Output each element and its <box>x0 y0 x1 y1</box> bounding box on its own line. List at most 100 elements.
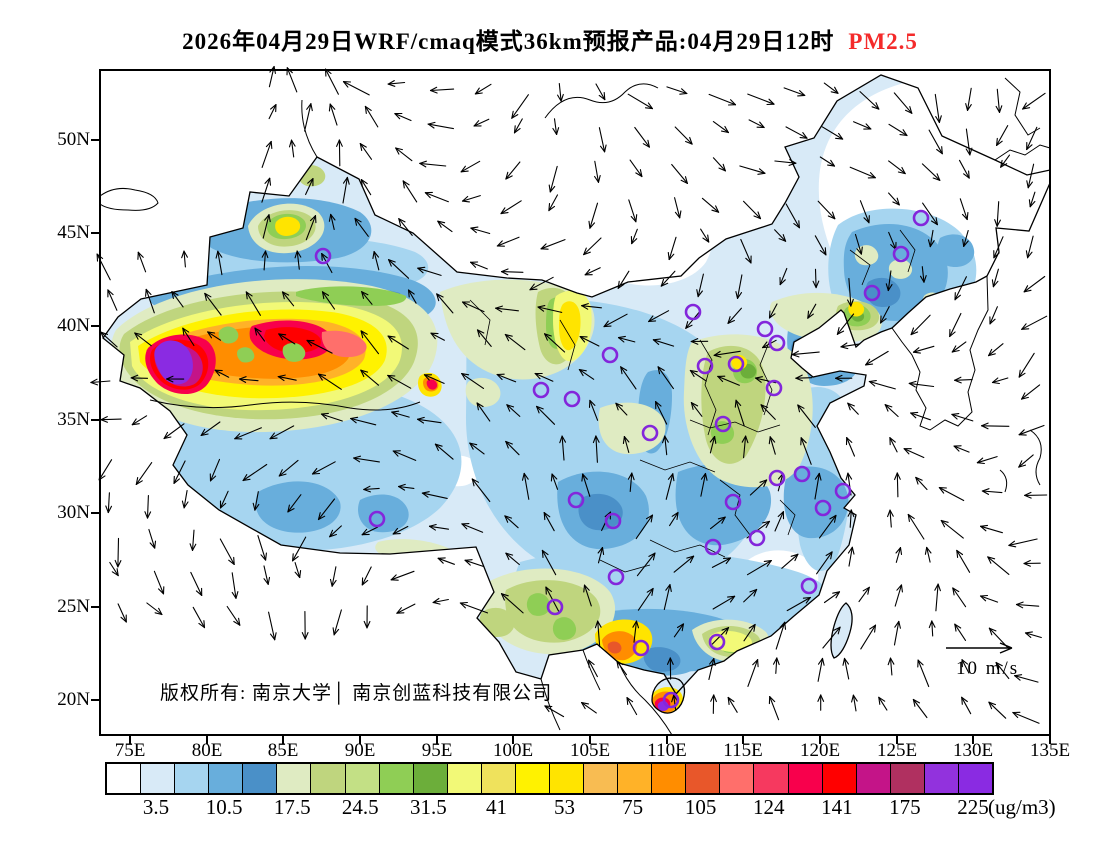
colorbar-segment <box>958 764 993 793</box>
colorbar-segment <box>209 764 244 793</box>
station-marker <box>768 334 786 352</box>
station-marker <box>684 303 702 321</box>
station-marker <box>662 691 680 709</box>
station-marker <box>368 510 386 528</box>
colorbar-segment <box>481 764 516 793</box>
station-marker <box>834 482 852 500</box>
station-marker <box>748 529 766 547</box>
lat-tick-label: 20N <box>57 689 90 710</box>
colorbar-segment <box>924 764 959 793</box>
colorbar-segment <box>788 764 823 793</box>
station-marker <box>567 491 585 509</box>
station-marker <box>314 247 332 265</box>
colorbar-segment <box>686 764 721 793</box>
colorbar-level-label: 24.5 <box>341 795 379 819</box>
station-marker <box>814 499 832 517</box>
colorbar-segment <box>447 764 482 793</box>
station-marker <box>696 357 714 375</box>
colorbar-segment <box>243 764 278 793</box>
lon-tick-label: 125E <box>876 740 918 761</box>
colorbar-segment <box>141 764 176 793</box>
colorbar-segment <box>652 764 687 793</box>
colorbar-level-label: 10.5 <box>205 795 243 819</box>
colorbar-segment <box>822 764 857 793</box>
station-marker <box>756 320 774 338</box>
colorbar-segment <box>379 764 414 793</box>
station-marker <box>912 209 930 227</box>
colorbar-segment <box>754 764 789 793</box>
station-marker <box>793 465 811 483</box>
lat-tick-label: 45N <box>57 222 90 243</box>
lon-tick-label: 80E <box>191 740 223 761</box>
colorbar-segment <box>175 764 210 793</box>
station-marker <box>724 493 742 511</box>
station-marker <box>892 245 910 263</box>
colorbar-level-label: 17.5 <box>273 795 311 819</box>
colorbar-segment <box>890 764 925 793</box>
colorbar-segment <box>277 764 312 793</box>
colorbar-segment <box>515 764 551 793</box>
colorbar-level-label: 3.5 <box>142 795 170 819</box>
station-marker <box>704 538 722 556</box>
lon-tick-label: 110E <box>647 740 687 761</box>
station-marker <box>727 355 745 373</box>
lat-tick-label: 35N <box>57 409 90 430</box>
copyright-text: 版权所有: 南京大学│ 南京创蓝科技有限公司 <box>160 683 553 704</box>
station-marker <box>641 424 659 442</box>
colorbar-level-label: 124 <box>753 795 785 819</box>
lat-tick-label: 25N <box>57 596 90 617</box>
lon-tick-label: 100E <box>492 740 534 761</box>
station-marker <box>765 379 783 397</box>
station-marker <box>708 633 726 651</box>
station-marker <box>714 415 732 433</box>
station-marker <box>632 639 650 657</box>
colorbar-level-label: 53 <box>554 795 576 819</box>
colorbar-level-label: 75 <box>622 795 644 819</box>
lon-tick-label: 115E <box>723 740 763 761</box>
lon-tick-label: 120E <box>799 740 841 761</box>
lon-tick-label: 85E <box>267 740 299 761</box>
lon-tick-label: 130E <box>952 740 994 761</box>
colorbar-level-label: 41 <box>485 795 507 819</box>
station-marker <box>601 346 619 364</box>
lon-tick-label: 95E <box>421 740 453 761</box>
lat-tick-label: 40N <box>57 315 90 336</box>
wind-scale-label: 10 m/s <box>956 658 1020 679</box>
colorbar-segment <box>107 764 142 793</box>
station-marker <box>607 568 625 586</box>
colorbar-segment <box>856 764 891 793</box>
lon-tick-label: 90E <box>344 740 376 761</box>
station-marker <box>532 381 550 399</box>
station-marker <box>768 469 786 487</box>
lat-tick-label: 30N <box>57 502 90 523</box>
title-main: 2026年04月29日WRF/cmaq模式36km预报产品:04月29日12时 <box>182 29 835 54</box>
colorbar-level-label: 175 <box>889 795 921 819</box>
colorbar-segment <box>345 764 380 793</box>
station-marker <box>563 390 581 408</box>
station-marker <box>604 512 622 530</box>
wind-scale-arrow <box>946 642 1013 654</box>
station-marker <box>863 284 881 302</box>
station-marker <box>546 598 564 616</box>
colorbar-segment <box>311 764 346 793</box>
colorbar-segment <box>584 764 619 793</box>
colorbar-level-label: 105 <box>684 795 717 819</box>
colorbar-level-label: 31.5 <box>409 795 447 819</box>
station-marker <box>800 577 818 595</box>
colorbar-segment <box>618 764 653 793</box>
lon-tick-label: 105E <box>569 740 611 761</box>
colorbar <box>105 762 994 795</box>
lon-tick-label: 135E <box>1029 740 1071 761</box>
colorbar-level-label: 141 <box>821 795 853 819</box>
colorbar-segment <box>413 764 448 793</box>
colorbar-level-label: 225 <box>957 795 989 819</box>
title-variable: PM2.5 <box>848 29 918 54</box>
colorbar-segment <box>720 764 755 793</box>
page-title: 2026年04月29日WRF/cmaq模式36km预报产品:04月29日12时 P… <box>0 22 1100 56</box>
lat-tick-label: 50N <box>57 129 90 150</box>
lon-tick-label: 75E <box>114 740 146 761</box>
colorbar-segment <box>550 764 585 793</box>
colorbar-unit: (ug/m3) <box>988 795 1056 819</box>
